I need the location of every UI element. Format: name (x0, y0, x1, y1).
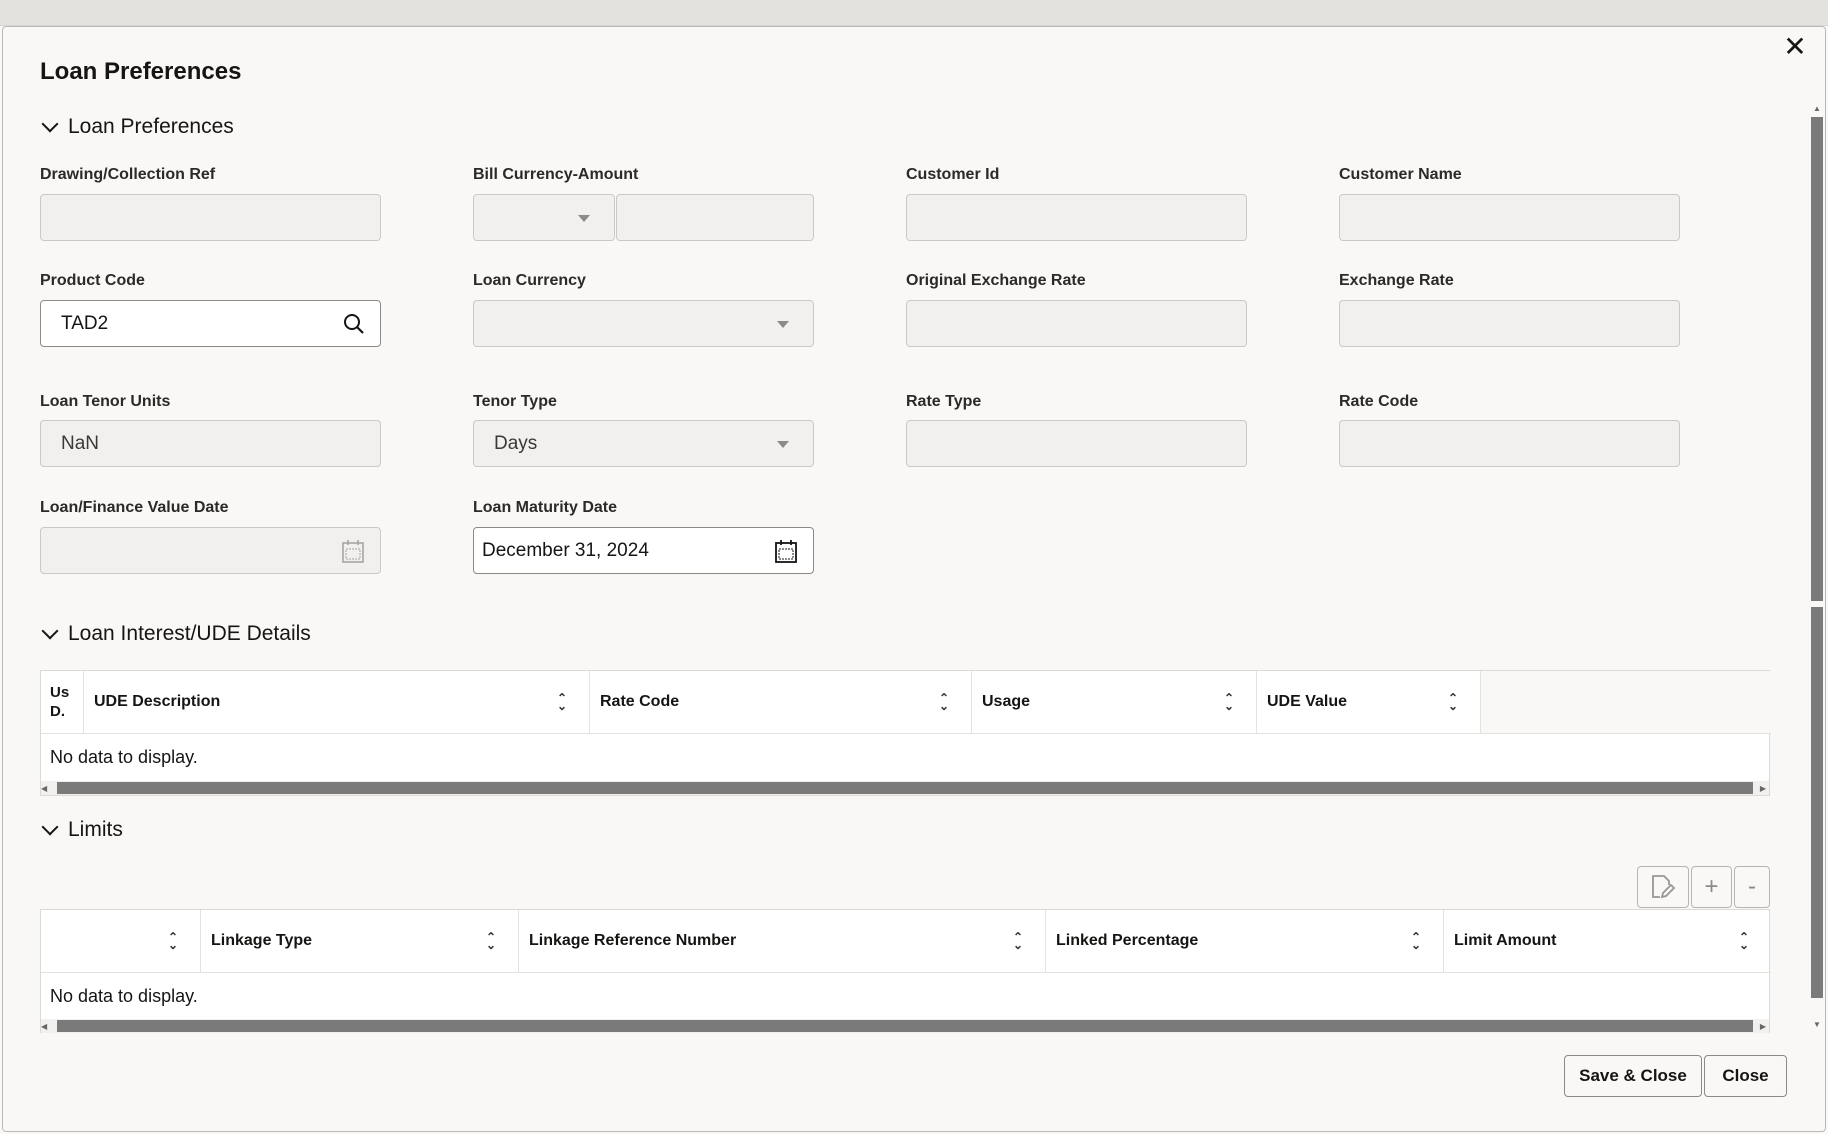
section-loan-interest[interactable]: Loan Interest/UDE Details (40, 622, 311, 646)
close-button[interactable]: Close (1704, 1055, 1787, 1097)
col-rate-code[interactable]: Rate Code ⌃ ⌄ (590, 671, 972, 734)
col-usage[interactable]: Usage ⌃ ⌄ (972, 671, 1257, 734)
rate-type-input[interactable] (906, 420, 1247, 467)
exchange-rate-input[interactable] (1339, 300, 1680, 347)
bill-currency-amount-label: Bill Currency-Amount (473, 166, 639, 183)
value-date-input[interactable] (40, 527, 381, 574)
bill-currency-select[interactable] (473, 194, 615, 241)
empty-message: No data to display. (50, 747, 198, 767)
section-limits[interactable]: Limits (40, 818, 123, 842)
rate-type-label: Rate Type (906, 393, 982, 410)
customer-id-label: Customer Id (906, 166, 1000, 183)
original-exchange-rate-input[interactable] (906, 300, 1247, 347)
sort-icon[interactable]: ⌃ ⌄ (167, 930, 178, 952)
sort-icon[interactable]: ⌃ ⌄ (1738, 930, 1749, 952)
col-usd[interactable]: Us D. (41, 671, 84, 734)
product-code-input[interactable]: TAD2 (40, 300, 381, 347)
loan-currency-select[interactable] (473, 300, 814, 347)
maturity-date-input[interactable]: December 31, 2024 (473, 527, 814, 574)
loan-currency-label: Loan Currency (473, 272, 586, 289)
sort-icon[interactable]: ⌃ ⌄ (1410, 930, 1421, 952)
save-close-button[interactable]: Save & Close (1564, 1055, 1702, 1097)
edit-document-button[interactable] (1637, 866, 1689, 908)
col-linkage-reference[interactable]: Linkage Reference Number ⌃ ⌄ (519, 910, 1046, 973)
col-linkage-type[interactable]: Linkage Type ⌃ ⌄ (201, 910, 519, 973)
col-filler (1481, 671, 1771, 734)
remove-row-button[interactable]: - (1734, 866, 1770, 908)
col-ude-value[interactable]: UDE Value ⌃ ⌄ (1257, 671, 1481, 734)
caret-down-icon (777, 441, 789, 448)
chevron-down-icon (41, 115, 59, 133)
caret-down-icon (578, 215, 590, 222)
tenor-type-label: Tenor Type (473, 393, 557, 410)
col-limit-amount[interactable]: Limit Amount ⌃ ⌄ (1444, 910, 1771, 973)
tenor-type-select[interactable]: Days (473, 420, 814, 467)
background-page (0, 0, 1828, 26)
sort-icon[interactable]: ⌃ ⌄ (1447, 691, 1458, 713)
limits-table: ⌃ ⌄ Linkage Type ⌃ ⌄ Linkage Reference Numb… (40, 909, 1771, 1033)
calendar-icon[interactable] (775, 539, 797, 563)
calendar-icon[interactable] (342, 539, 364, 563)
rate-code-label: Rate Code (1339, 393, 1419, 410)
vertical-scrollbar[interactable]: ▲ ▼ (1811, 104, 1823, 1034)
col-linked-percentage[interactable]: Linked Percentage ⌃ ⌄ (1046, 910, 1444, 973)
value-date-label: Loan/Finance Value Date (40, 499, 229, 516)
chevron-down-icon (41, 622, 59, 640)
loan-tenor-units-label: Loan Tenor Units (40, 393, 171, 410)
drawing-ref-label: Drawing/Collection Ref (40, 166, 216, 183)
add-row-button[interactable]: + (1691, 866, 1732, 908)
edit-document-icon (1652, 875, 1675, 899)
dialog-title: Loan Preferences (40, 58, 242, 85)
maturity-date-label: Loan Maturity Date (473, 499, 618, 516)
original-exchange-rate-label: Original Exchange Rate (906, 272, 1086, 289)
sort-icon[interactable]: ⌃ ⌄ (938, 691, 949, 713)
sort-icon[interactable]: ⌃ ⌄ (1223, 691, 1234, 713)
caret-down-icon (777, 321, 789, 328)
exchange-rate-label: Exchange Rate (1339, 272, 1454, 289)
sort-icon[interactable]: ⌃ ⌄ (485, 930, 496, 952)
horizontal-scrollbar[interactable]: ◀ ▶ (41, 1019, 1769, 1033)
close-icon[interactable]: ✕ (1783, 31, 1807, 62)
bill-amount-input[interactable] (616, 194, 814, 241)
interest-table: Us D. UDE Description ⌃ ⌄ Rate Code ⌃ ⌄ Usag… (40, 670, 1771, 796)
sort-icon[interactable]: ⌃ ⌄ (556, 691, 567, 713)
section-loan-preferences[interactable]: Loan Preferences (40, 115, 234, 139)
empty-message: No data to display. (50, 986, 198, 1006)
search-icon[interactable] (342, 312, 366, 336)
customer-id-input[interactable] (906, 194, 1247, 241)
chevron-down-icon (41, 818, 59, 836)
loan-tenor-units-input[interactable]: NaN (40, 420, 381, 467)
drawing-ref-input[interactable] (40, 194, 381, 241)
customer-name-label: Customer Name (1339, 166, 1462, 183)
customer-name-input[interactable] (1339, 194, 1680, 241)
horizontal-scrollbar[interactable]: ◀ ▶ (41, 781, 1769, 795)
rate-code-input[interactable] (1339, 420, 1680, 467)
product-code-label: Product Code (40, 272, 145, 289)
col-ude-description[interactable]: UDE Description ⌃ ⌄ (84, 671, 590, 734)
col-select[interactable]: ⌃ ⌄ (41, 910, 201, 973)
sort-icon[interactable]: ⌃ ⌄ (1012, 930, 1023, 952)
